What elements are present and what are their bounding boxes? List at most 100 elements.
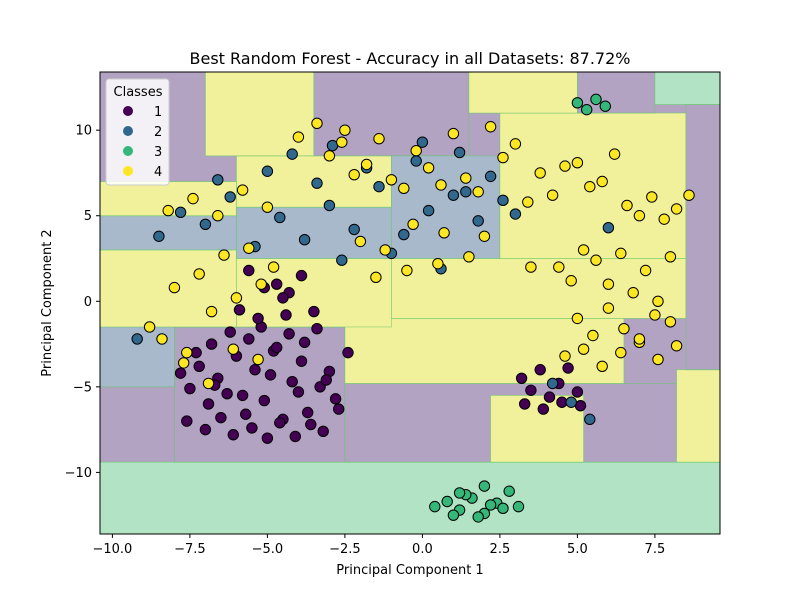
point-class-4 [193, 268, 205, 280]
decision-region-class-4 [468, 72, 578, 114]
point-class-4 [478, 230, 491, 242]
legend-label-class-3: 3 [154, 145, 162, 160]
point-class-1 [295, 355, 308, 367]
point-class-3 [447, 509, 460, 521]
x-axis: −10.0 −7.5 −5.0 −2.5 0.0 2.5 5.0 7.5 [92, 534, 665, 557]
point-class-4 [577, 244, 590, 256]
point-class-3 [472, 511, 484, 523]
point-class-4 [438, 227, 450, 239]
point-class-1 [308, 305, 320, 318]
x-tick-label: 7.5 [645, 542, 666, 557]
point-class-3 [590, 93, 602, 106]
legend-marker-class-2 [123, 126, 133, 136]
point-class-4 [546, 189, 559, 201]
point-class-4 [435, 179, 447, 191]
point-class-1 [519, 398, 531, 410]
point-class-4 [633, 210, 646, 222]
point-class-4 [267, 261, 280, 273]
point-class-2 [447, 189, 460, 201]
point-class-4 [683, 189, 695, 201]
point-class-4 [398, 182, 410, 195]
legend-label-class-2: 2 [154, 125, 162, 140]
point-class-4 [311, 117, 323, 130]
point-class-1 [261, 432, 274, 444]
point-class-1 [277, 292, 289, 304]
point-class-4 [385, 174, 398, 186]
point-class-4 [565, 275, 577, 287]
point-class-2 [153, 230, 165, 242]
point-class-4 [652, 353, 664, 366]
point-class-2 [348, 223, 360, 236]
point-class-1 [515, 372, 528, 384]
y-axis-label: Principal Component 2 [40, 229, 55, 376]
point-class-1 [243, 333, 255, 345]
point-class-2 [416, 136, 429, 148]
point-class-2 [453, 146, 466, 159]
point-class-4 [615, 247, 627, 260]
point-class-4 [571, 312, 584, 325]
point-class-1 [562, 362, 574, 374]
point-class-4 [236, 184, 249, 196]
point-class-1 [271, 278, 283, 290]
point-class-2 [484, 170, 497, 183]
point-class-2 [131, 333, 143, 345]
point-class-1 [215, 411, 227, 424]
point-class-1 [274, 417, 286, 429]
point-class-2 [336, 254, 348, 266]
point-class-1 [302, 406, 314, 419]
point-class-1 [205, 338, 218, 350]
point-class-4 [202, 377, 215, 390]
point-class-1 [243, 264, 255, 277]
point-class-1 [317, 425, 329, 438]
point-class-1 [233, 304, 246, 316]
y-tick-label: 0 [84, 295, 92, 310]
legend-label-class-1: 1 [154, 105, 162, 120]
point-class-4 [618, 322, 630, 335]
point-class-4 [639, 264, 652, 277]
point-class-1 [252, 312, 264, 325]
point-class-4 [205, 305, 218, 318]
point-class-4 [497, 151, 509, 164]
decision-region-class-2 [390, 155, 501, 259]
point-class-4 [422, 162, 435, 174]
point-class-4 [584, 180, 596, 193]
decision-region-class-3 [654, 72, 720, 105]
point-class-1 [292, 386, 305, 398]
point-class-2 [497, 194, 509, 207]
point-class-1 [227, 429, 240, 441]
point-class-1 [240, 408, 252, 420]
point-class-1 [286, 376, 298, 388]
point-class-4 [472, 186, 484, 198]
point-class-4 [602, 278, 615, 290]
point-class-4 [360, 158, 373, 171]
point-class-4 [658, 213, 670, 225]
point-class-2 [509, 208, 522, 220]
point-class-2 [602, 222, 615, 234]
decision-region-class-1 [173, 326, 346, 463]
point-class-1 [224, 326, 236, 338]
decision-region-class-4 [676, 369, 720, 463]
point-class-3 [571, 97, 584, 109]
point-class-4 [168, 281, 181, 294]
point-class-3 [599, 100, 611, 112]
y-axis: −10 −5 0 5 10 [65, 124, 100, 481]
point-class-2 [460, 186, 472, 198]
point-class-4 [373, 133, 385, 145]
y-tick-label: 5 [84, 209, 92, 224]
point-class-4 [252, 353, 264, 366]
point-class-2 [212, 174, 224, 186]
point-class-1 [571, 386, 584, 398]
point-class-1 [283, 328, 295, 340]
point-class-2 [373, 180, 385, 193]
point-class-4 [670, 203, 683, 215]
point-class-4 [407, 218, 419, 230]
point-class-1 [329, 393, 342, 405]
point-class-4 [652, 295, 664, 307]
point-class-3 [497, 502, 509, 515]
point-class-1 [333, 403, 345, 415]
point-class-2 [286, 148, 298, 160]
point-class-4 [633, 333, 646, 345]
decision-region-class-2 [235, 206, 392, 259]
point-class-2 [546, 377, 559, 390]
